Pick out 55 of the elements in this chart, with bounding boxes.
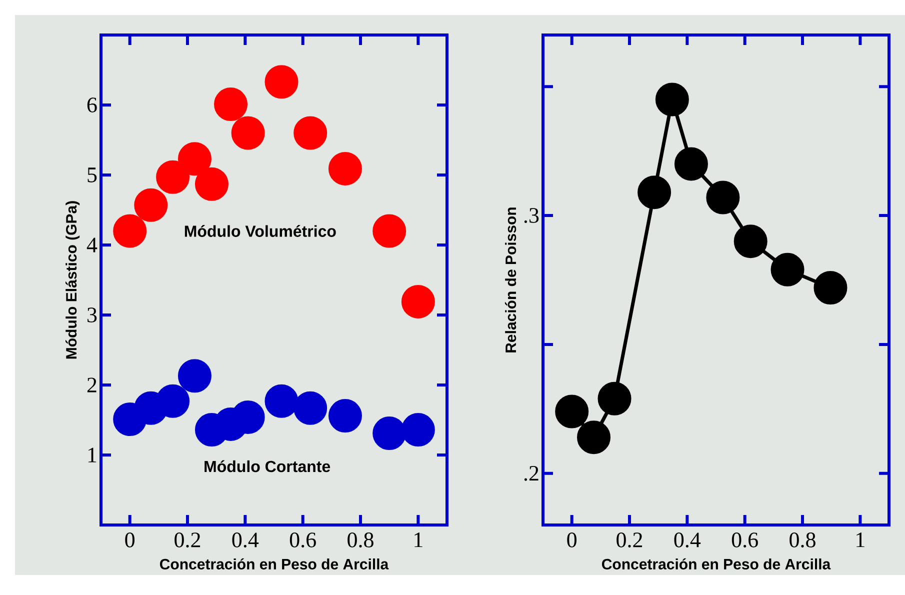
- point: [264, 65, 298, 99]
- y-tick-label: 1: [88, 448, 96, 462]
- point: [178, 359, 212, 393]
- point: [814, 270, 848, 304]
- point: [214, 88, 248, 122]
- x-tick-label: 0.2: [616, 532, 642, 548]
- x-tick-label: 1: [856, 532, 864, 548]
- point: [401, 284, 435, 318]
- y-tick-label: 6: [87, 98, 97, 112]
- point: [294, 391, 328, 425]
- point: [328, 399, 362, 433]
- y-tick-label: .2: [524, 466, 538, 481]
- y-tick-label: 4: [86, 238, 98, 252]
- y-axis-title: Relación de Poisson: [504, 208, 516, 352]
- y-tick-label: 2: [87, 378, 96, 392]
- point: [134, 188, 168, 222]
- point: [706, 180, 740, 214]
- x-axis-title: Concetración en Peso de Arcilla: [160, 558, 389, 570]
- x-tick-label: 0.4: [232, 532, 259, 548]
- x-tick-label: 0.8: [790, 532, 816, 548]
- y-tick-label: 5: [88, 168, 97, 182]
- x-tick-label: 0.6: [732, 532, 758, 548]
- x-tick-label: 0: [567, 532, 576, 548]
- point: [372, 214, 406, 248]
- point: [674, 147, 708, 181]
- point: [770, 252, 804, 286]
- x-tick-label: 0: [125, 532, 134, 548]
- point: [264, 384, 298, 418]
- x-tick-label: 0.6: [290, 532, 316, 548]
- point: [156, 384, 190, 418]
- point: [328, 152, 362, 186]
- y-tick-label: 3: [88, 308, 97, 322]
- point: [734, 224, 768, 258]
- annotation: Módulo Volumétrico: [184, 225, 336, 237]
- point: [113, 214, 147, 248]
- point: [598, 382, 632, 416]
- point: [372, 416, 406, 450]
- point: [655, 82, 689, 116]
- point: [638, 176, 672, 210]
- annotation: Módulo Cortante: [204, 460, 330, 472]
- x-axis-title: Concetración en Peso de Arcilla: [602, 558, 831, 570]
- point: [294, 116, 328, 150]
- x-tick-label: 0.2: [174, 532, 200, 548]
- y-tick-label: .3: [524, 208, 539, 223]
- point: [156, 160, 190, 194]
- point: [577, 420, 611, 454]
- point: [231, 116, 265, 150]
- y-axis-title: Módulo Elástico (GPa): [65, 201, 80, 359]
- point: [555, 394, 589, 428]
- x-tick-label: 0.8: [348, 532, 374, 548]
- point: [178, 142, 212, 176]
- point: [401, 413, 435, 447]
- x-tick-label: 1: [414, 532, 422, 548]
- point: [194, 167, 228, 201]
- x-tick-label: 0.4: [674, 532, 701, 548]
